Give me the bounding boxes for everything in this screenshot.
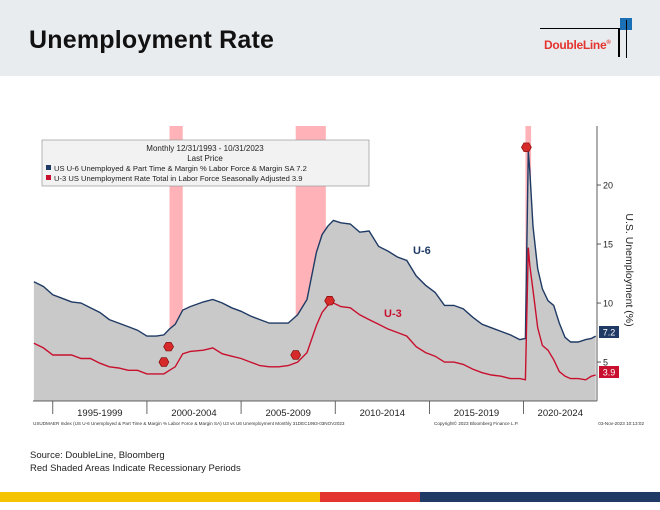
y-axis-label: U.S. Unemployment (%) xyxy=(623,213,635,326)
doubleline-logo: DoubleLine® xyxy=(540,18,632,60)
legend-last-price: Last Price xyxy=(187,154,223,163)
u3-series-label: U-3 xyxy=(384,308,402,320)
y-tick-label-10: 10 xyxy=(603,299,613,309)
u3-series-line xyxy=(33,247,596,381)
x-period-label-2: 2005-2009 xyxy=(265,408,310,419)
u6-area-fill xyxy=(33,150,596,401)
bloomberg-index-note: USUDMAER Index (US U-6 Unemployed & Part… xyxy=(33,421,345,426)
stripe-red xyxy=(320,492,420,502)
recession-marker-2 xyxy=(290,350,302,360)
u6-series-label: U-6 xyxy=(413,245,431,257)
y-tick-label-5: 5 xyxy=(603,358,608,368)
x-period-label-3: 2010-2014 xyxy=(360,408,405,419)
legend-u3-swatch xyxy=(46,175,51,180)
legend-u3-label: U-3 US Unemployment Rate Total in Labor … xyxy=(54,174,302,183)
chart-legend: Monthly 12/31/1993 - 10/31/2023 Last Pri… xyxy=(41,139,370,187)
logo-vertical-line xyxy=(626,20,627,58)
recession-markers xyxy=(158,142,532,367)
recession-marker-0 xyxy=(158,357,170,367)
x-period-label-1: 2000-2004 xyxy=(171,408,216,419)
logo-text: DoubleLine® xyxy=(544,38,611,52)
u6-last-value: 7.2 xyxy=(603,328,616,338)
recession-marker-4 xyxy=(521,142,532,152)
u3-last-value: 3.9 xyxy=(603,368,616,378)
u3-last-value-badge: 3.9 xyxy=(599,366,619,378)
u6-series-line xyxy=(33,150,597,343)
footer-source: Source: DoubleLine, Bloomberg xyxy=(30,450,165,461)
legend-u6-swatch xyxy=(46,165,51,170)
header-bar: Unemployment Rate DoubleLine® xyxy=(0,0,660,76)
footer-recession-note: Red Shaded Areas Indicate Recessionary P… xyxy=(30,463,241,474)
x-period-label-5: 2020-2024 xyxy=(538,408,583,419)
stripe-yellow xyxy=(0,492,320,502)
y-axis-ticks: 5 10 15 20 xyxy=(597,181,613,368)
bloomberg-timestamp: 03-Nov-2023 10:13:02 xyxy=(598,421,644,426)
x-axis-ticks: 1995-1999 2000-2004 2005-2009 2010-2014 2015… xyxy=(52,401,583,419)
recession-marker-3 xyxy=(324,296,335,306)
y-tick-label-20: 20 xyxy=(603,181,613,191)
y-tick-label-15: 15 xyxy=(603,240,613,250)
recession-marker-1 xyxy=(163,342,174,352)
legend-u6-label: US U-6 Unemployed & Part Time & Margin %… xyxy=(54,164,307,173)
page-title: Unemployment Rate xyxy=(29,26,275,54)
x-period-label-0: 1995-1999 xyxy=(77,408,122,419)
legend-date-range: Monthly 12/31/1993 - 10/31/2023 xyxy=(146,144,264,153)
stripe-blue xyxy=(420,492,660,502)
logo-frame xyxy=(540,28,620,57)
unemployment-chart: 5 10 15 20 1995-1999 2000-2004 2005-2009 2010-… xyxy=(33,126,644,426)
bloomberg-copyright: Copyright© 2023 Bloomberg Finance L.P. xyxy=(434,420,519,426)
u6-last-value-badge: 7.2 xyxy=(599,326,619,338)
x-period-label-4: 2015-2019 xyxy=(454,408,499,419)
